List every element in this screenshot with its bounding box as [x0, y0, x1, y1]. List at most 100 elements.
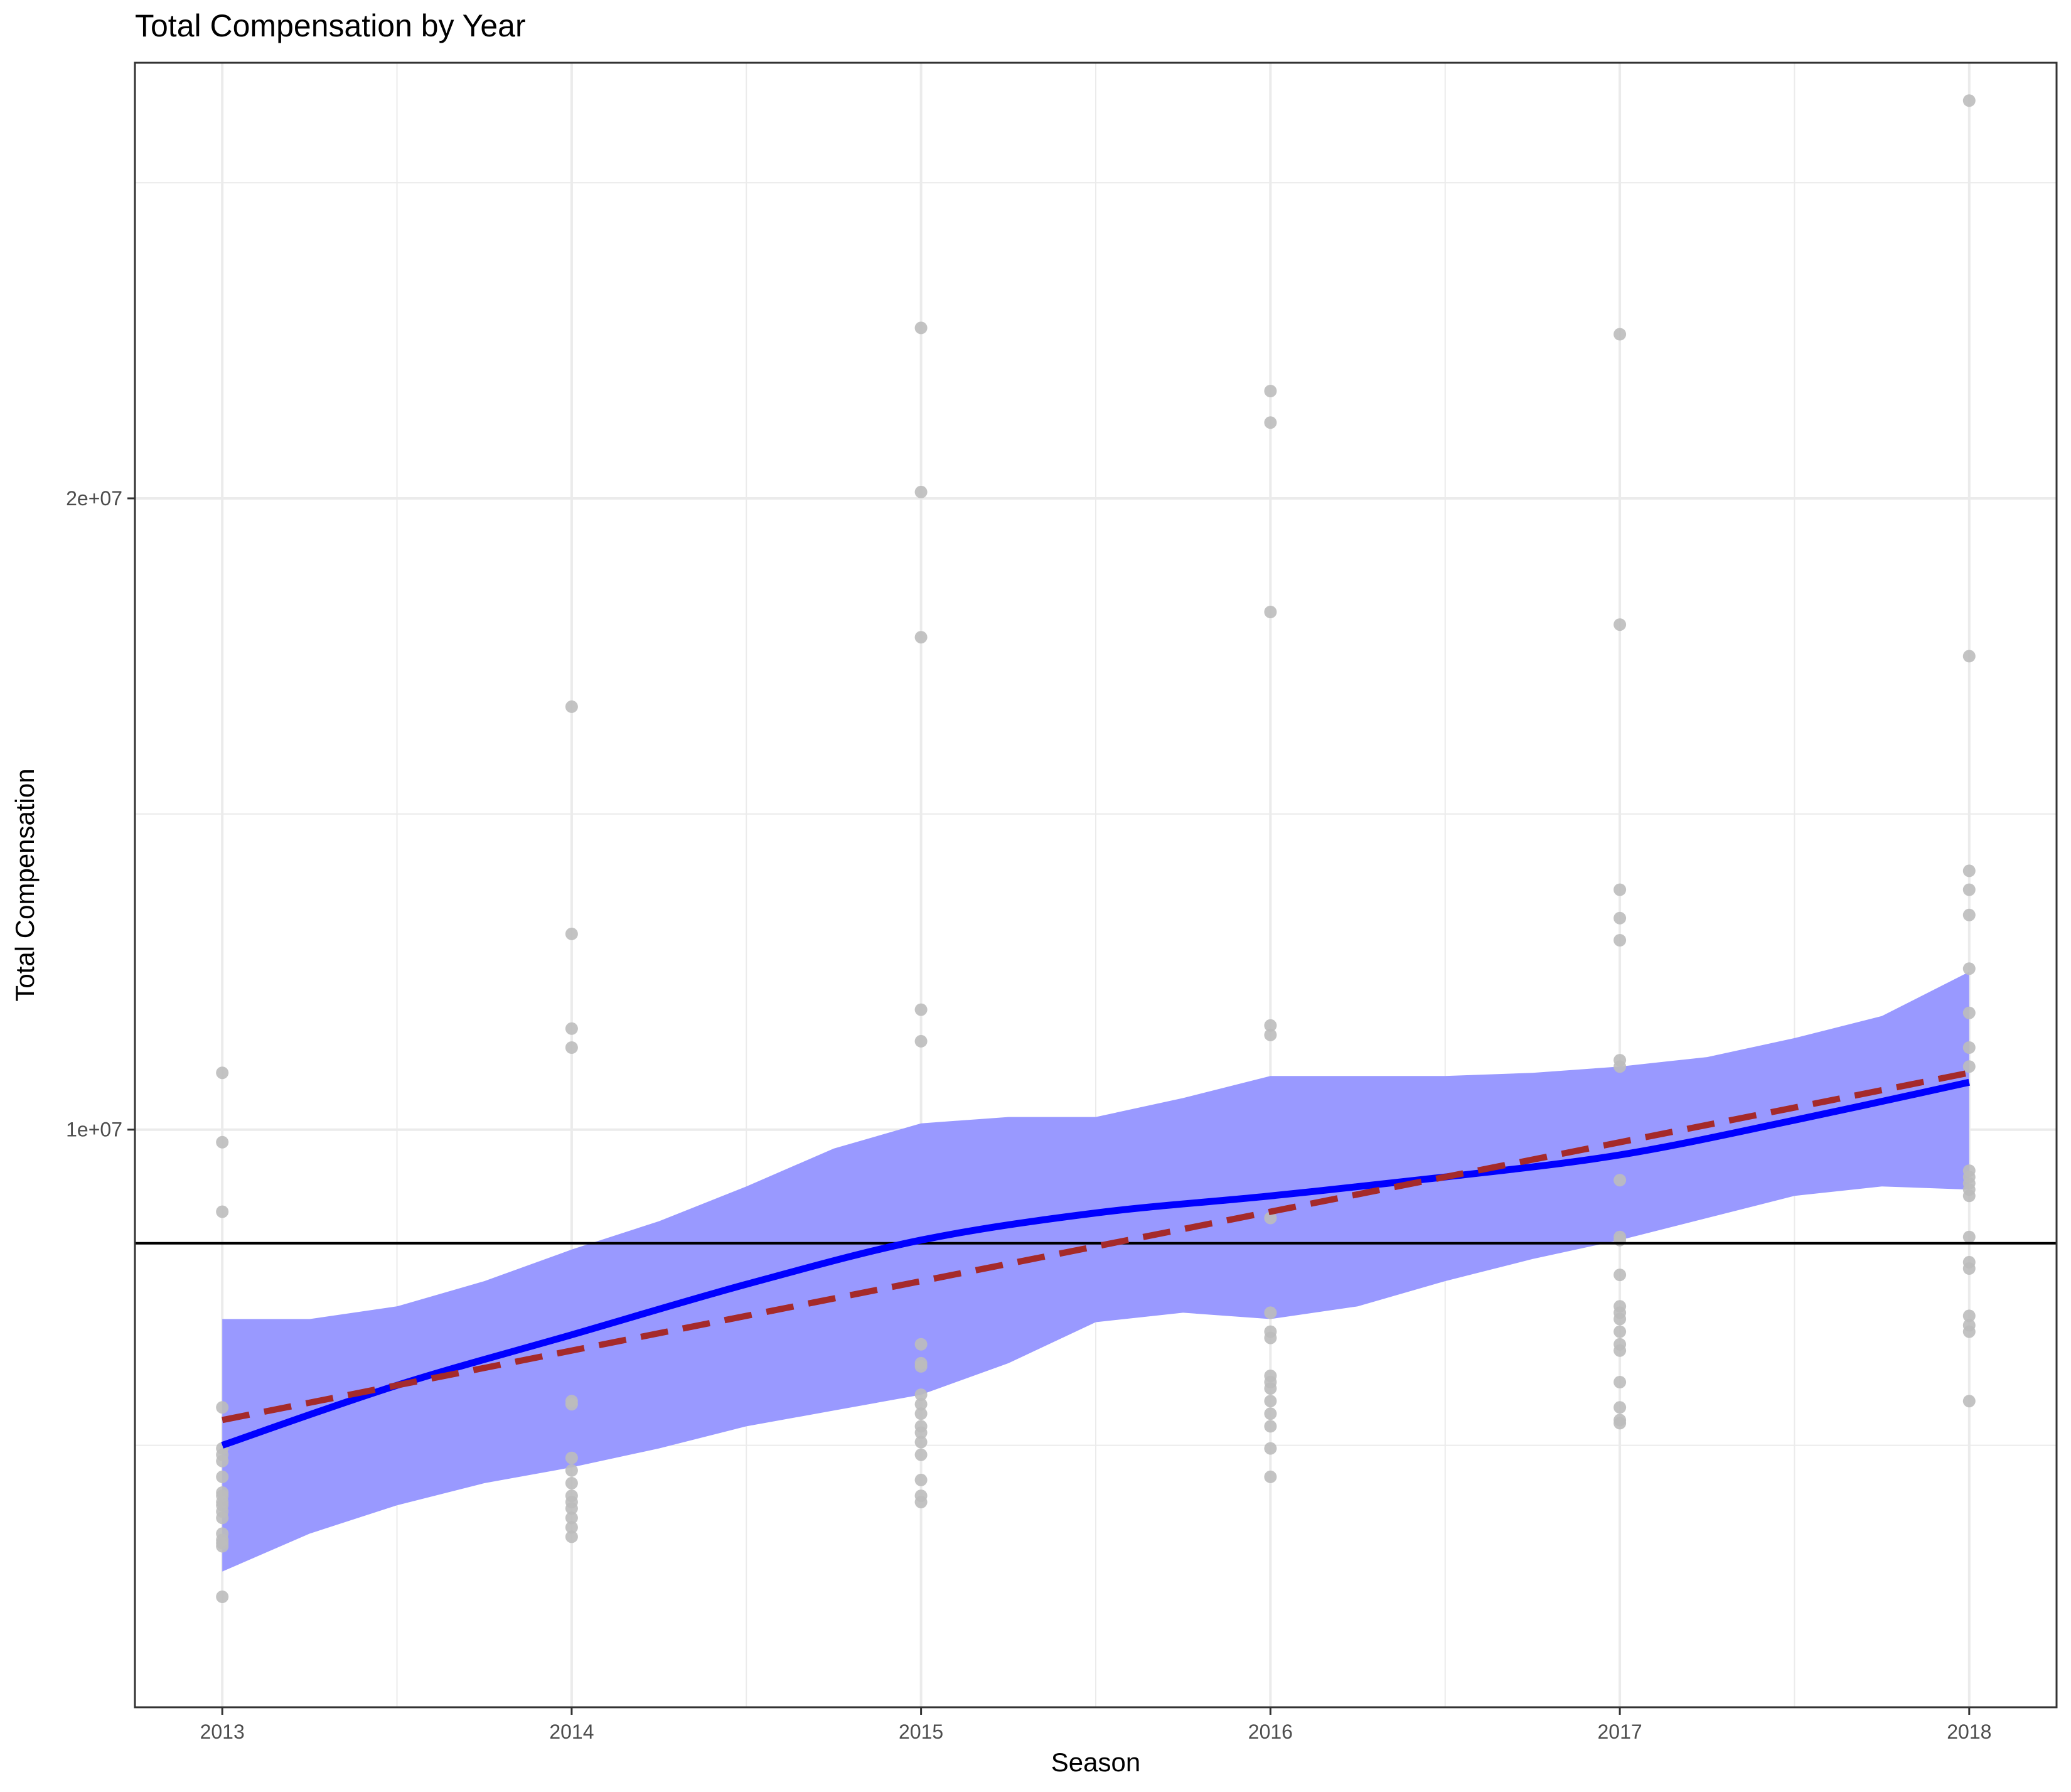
confidence-band	[222, 972, 1969, 1572]
data-point	[565, 927, 578, 940]
data-point	[216, 1066, 229, 1080]
data-point	[565, 1477, 578, 1489]
data-point	[1613, 1417, 1627, 1430]
data-point	[565, 1464, 578, 1477]
data-point	[216, 1591, 229, 1603]
data-point	[1962, 1309, 1976, 1323]
data-point	[914, 1407, 928, 1420]
y-tick-label: 2e+07	[66, 487, 122, 510]
x-tick-label: 2017	[1597, 1720, 1642, 1743]
data-point	[1264, 1442, 1277, 1455]
data-point	[565, 1521, 578, 1534]
data-point	[1613, 328, 1627, 341]
data-point	[1962, 864, 1976, 877]
data-point	[1264, 1407, 1277, 1420]
data-point	[1264, 1211, 1277, 1225]
data-point	[565, 1502, 578, 1515]
chart-title: Total Compensation by Year	[135, 8, 526, 43]
data-point	[1962, 1006, 1976, 1019]
data-point	[1264, 1331, 1277, 1344]
data-point	[565, 1511, 578, 1525]
data-point	[1264, 1382, 1277, 1395]
data-point	[1264, 1470, 1277, 1483]
data-point	[1613, 1401, 1627, 1414]
data-point	[914, 1426, 928, 1439]
fit-lines-layer	[135, 1070, 2057, 1449]
data-point	[1264, 1028, 1277, 1041]
x-axis: 2013 2014 2015 2016 2017 2018	[200, 1707, 1991, 1743]
y-axis: 1e+07 2e+07	[66, 487, 135, 1141]
data-point	[1264, 1395, 1277, 1408]
data-point	[1613, 1344, 1627, 1357]
data-point	[1264, 1019, 1277, 1032]
data-point	[216, 1135, 229, 1149]
data-point	[1264, 416, 1277, 429]
data-point	[914, 1496, 928, 1509]
data-point	[1962, 962, 1976, 975]
plot-panel	[134, 62, 2058, 1709]
data-point	[1962, 1325, 1976, 1338]
data-point	[1962, 1262, 1976, 1275]
x-axis-title: Season	[1051, 1747, 1140, 1777]
data-point	[1613, 1312, 1627, 1326]
data-point	[914, 1338, 928, 1351]
data-point	[1962, 908, 1976, 921]
data-point	[1962, 1189, 1976, 1203]
data-points	[216, 94, 1976, 1603]
y-axis-title: Total Compensation	[10, 768, 40, 1001]
data-point	[1613, 1269, 1627, 1282]
data-point	[1962, 94, 1976, 107]
panel-border	[134, 62, 2058, 1709]
data-point	[1613, 618, 1627, 631]
data-point	[914, 1435, 928, 1449]
data-point	[1613, 1325, 1627, 1338]
data-point	[914, 1003, 928, 1016]
data-point	[1613, 883, 1627, 896]
data-point	[914, 1473, 928, 1486]
x-tick-label: 2018	[1947, 1720, 1991, 1743]
data-point	[1962, 1041, 1976, 1054]
data-point	[565, 1022, 578, 1035]
x-tick-label: 2014	[549, 1720, 594, 1743]
y-tick-label: 1e+07	[66, 1119, 122, 1141]
data-point	[1962, 883, 1976, 896]
data-point	[1613, 1174, 1627, 1187]
data-point	[914, 1360, 928, 1373]
x-tick-label: 2015	[899, 1720, 943, 1743]
data-point	[1962, 1230, 1976, 1243]
data-point	[914, 1034, 928, 1048]
data-point	[565, 1041, 578, 1054]
data-point	[914, 1388, 928, 1402]
data-point	[1264, 385, 1277, 397]
data-point	[216, 1401, 229, 1414]
data-point	[1613, 1060, 1627, 1073]
data-point	[565, 700, 578, 713]
data-point	[914, 321, 928, 335]
data-point	[216, 1470, 229, 1483]
data-point	[914, 631, 928, 644]
data-point	[216, 1454, 229, 1467]
data-point	[1613, 934, 1627, 947]
data-point	[565, 1398, 578, 1411]
data-point	[565, 1530, 578, 1543]
data-point	[216, 1540, 229, 1553]
data-point	[1962, 1395, 1976, 1408]
data-point	[1962, 650, 1976, 663]
data-point	[1264, 1420, 1277, 1433]
data-point	[914, 1448, 928, 1461]
data-point	[565, 1451, 578, 1464]
data-point	[1962, 1060, 1976, 1073]
confidence-band-layer	[222, 972, 1969, 1572]
x-tick-label: 2016	[1248, 1720, 1293, 1743]
data-point	[1613, 1376, 1627, 1388]
data-point	[1264, 606, 1277, 618]
data-point	[1613, 911, 1627, 925]
smooth-fit-line	[221, 1078, 1970, 1449]
data-point	[914, 1398, 928, 1411]
data-point	[216, 1205, 229, 1218]
x-tick-label: 2013	[200, 1720, 245, 1743]
data-point	[216, 1511, 229, 1525]
data-point	[914, 485, 928, 498]
